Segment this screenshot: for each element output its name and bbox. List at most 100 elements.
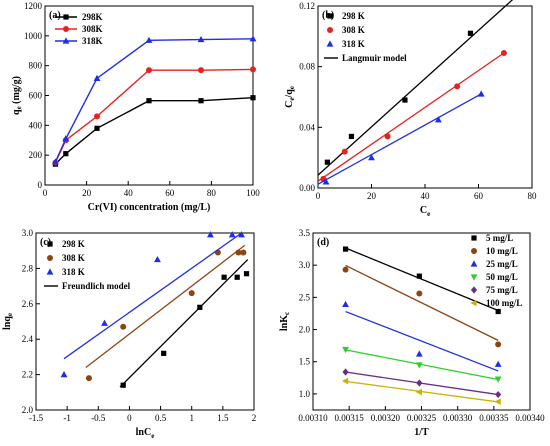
legend-marker (62, 37, 70, 44)
legend-label: 318 K (62, 267, 85, 277)
legend-label: 318 K (342, 39, 365, 49)
x-axis-label-main: C (420, 205, 427, 216)
data-point (60, 371, 68, 378)
x-tick-label: 80 (207, 188, 217, 198)
series-line (54, 68, 254, 163)
data-point (341, 148, 348, 155)
y-tick-label: 3.0 (299, 260, 311, 270)
data-point (207, 231, 214, 238)
x-tick-label: 0.00320 (371, 413, 401, 423)
data-point (62, 135, 70, 142)
x-tick-label: -0.5 (91, 413, 106, 423)
y-tick-label: 0 (38, 180, 43, 190)
data-point (477, 90, 485, 97)
y-tick-label: 1000 (24, 31, 43, 41)
x-tick-label: 0.5 (155, 413, 167, 423)
y-tick-label: 1200 (24, 1, 43, 11)
legend-label: 318K (82, 36, 103, 46)
legend-marker (470, 274, 478, 281)
x-axis-label-main: lnC (136, 427, 152, 438)
x-tick-label: 40 (124, 188, 134, 198)
legend-marker (326, 40, 334, 47)
fit-line (345, 349, 499, 381)
y-tick-label: 2.0 (22, 405, 34, 415)
data-point (415, 388, 422, 396)
data-point (250, 95, 256, 101)
series-line (54, 97, 254, 165)
data-point (495, 341, 502, 348)
data-point (63, 151, 69, 157)
legend-marker (63, 26, 69, 32)
legend-marker (470, 286, 478, 294)
data-point (467, 30, 474, 36)
legend-marker (63, 14, 69, 20)
plot-frame (35, 232, 255, 411)
data-point (500, 50, 507, 57)
x-tick-label: 0.00310 (298, 413, 328, 423)
legend-marker (47, 255, 53, 261)
legend-marker (327, 27, 333, 33)
legend-marker (471, 235, 477, 241)
x-axis-label: Ce (420, 205, 430, 218)
y-axis-label: lnKc (279, 312, 291, 331)
data-point (402, 97, 408, 103)
data-point (234, 274, 240, 280)
data-point (342, 368, 349, 376)
legend-label: 308K (82, 24, 103, 34)
legend-label: 75 mg/L (486, 285, 518, 295)
legend-label: 308 K (342, 25, 365, 35)
data-point (434, 116, 442, 123)
y-tick-label: 0.00 (299, 183, 315, 193)
y-axis-label: lnqe (2, 313, 14, 330)
data-point (146, 67, 152, 74)
x-axis-label-sub: e (427, 210, 430, 218)
legend-label: 298 K (342, 11, 365, 21)
data-point (198, 67, 204, 74)
fit-line (119, 259, 249, 388)
series-line (54, 38, 254, 163)
x-tick-label: 40 (421, 191, 431, 201)
series-75-mgL (342, 368, 502, 399)
series-318K (52, 35, 257, 165)
x-tick-label: 60 (165, 188, 175, 198)
x-tick-label: 0.00315 (335, 413, 365, 423)
data-point (495, 390, 502, 399)
data-point (235, 249, 242, 256)
data-point (454, 83, 461, 90)
panel-tag: (d) (317, 237, 329, 248)
data-point (342, 266, 349, 273)
data-point (228, 231, 236, 238)
data-point (161, 350, 167, 356)
y-tick-label: 2.8 (22, 263, 34, 273)
legend-label: 100 mg/L (486, 298, 522, 308)
y-tick-label: 2.4 (22, 334, 34, 344)
fit-line (345, 310, 499, 372)
y-axis-label-part: e (288, 86, 296, 89)
data-point (250, 66, 256, 73)
data-point (94, 113, 100, 120)
y-tick-label: 0.04 (299, 122, 315, 132)
legend-label: 5 mg/L (486, 233, 513, 243)
y-axis-label-part: (mg/g) (11, 76, 22, 106)
x-tick-label: 0 (316, 191, 321, 201)
y-tick-label: 800 (29, 61, 43, 71)
data-point (154, 255, 161, 263)
legend-marker (471, 248, 477, 254)
y-tick-label: 2.5 (299, 292, 311, 302)
data-point (495, 308, 501, 315)
plot-frame (44, 5, 254, 186)
x-tick-label: 0.00330 (443, 413, 473, 423)
x-tick-label: 0 (43, 188, 48, 198)
data-point (416, 379, 423, 387)
legend-marker (470, 260, 478, 267)
data-point (384, 133, 391, 140)
x-axis-label: lnCe (136, 427, 155, 440)
data-point (416, 290, 423, 297)
series-318-K (60, 231, 245, 378)
legend-label: 298K (82, 12, 103, 22)
x-tick-label: 60 (474, 191, 484, 201)
data-point (145, 36, 153, 43)
data-point (416, 273, 422, 279)
y-axis-label-part: c (283, 312, 291, 315)
data-point (85, 375, 92, 382)
